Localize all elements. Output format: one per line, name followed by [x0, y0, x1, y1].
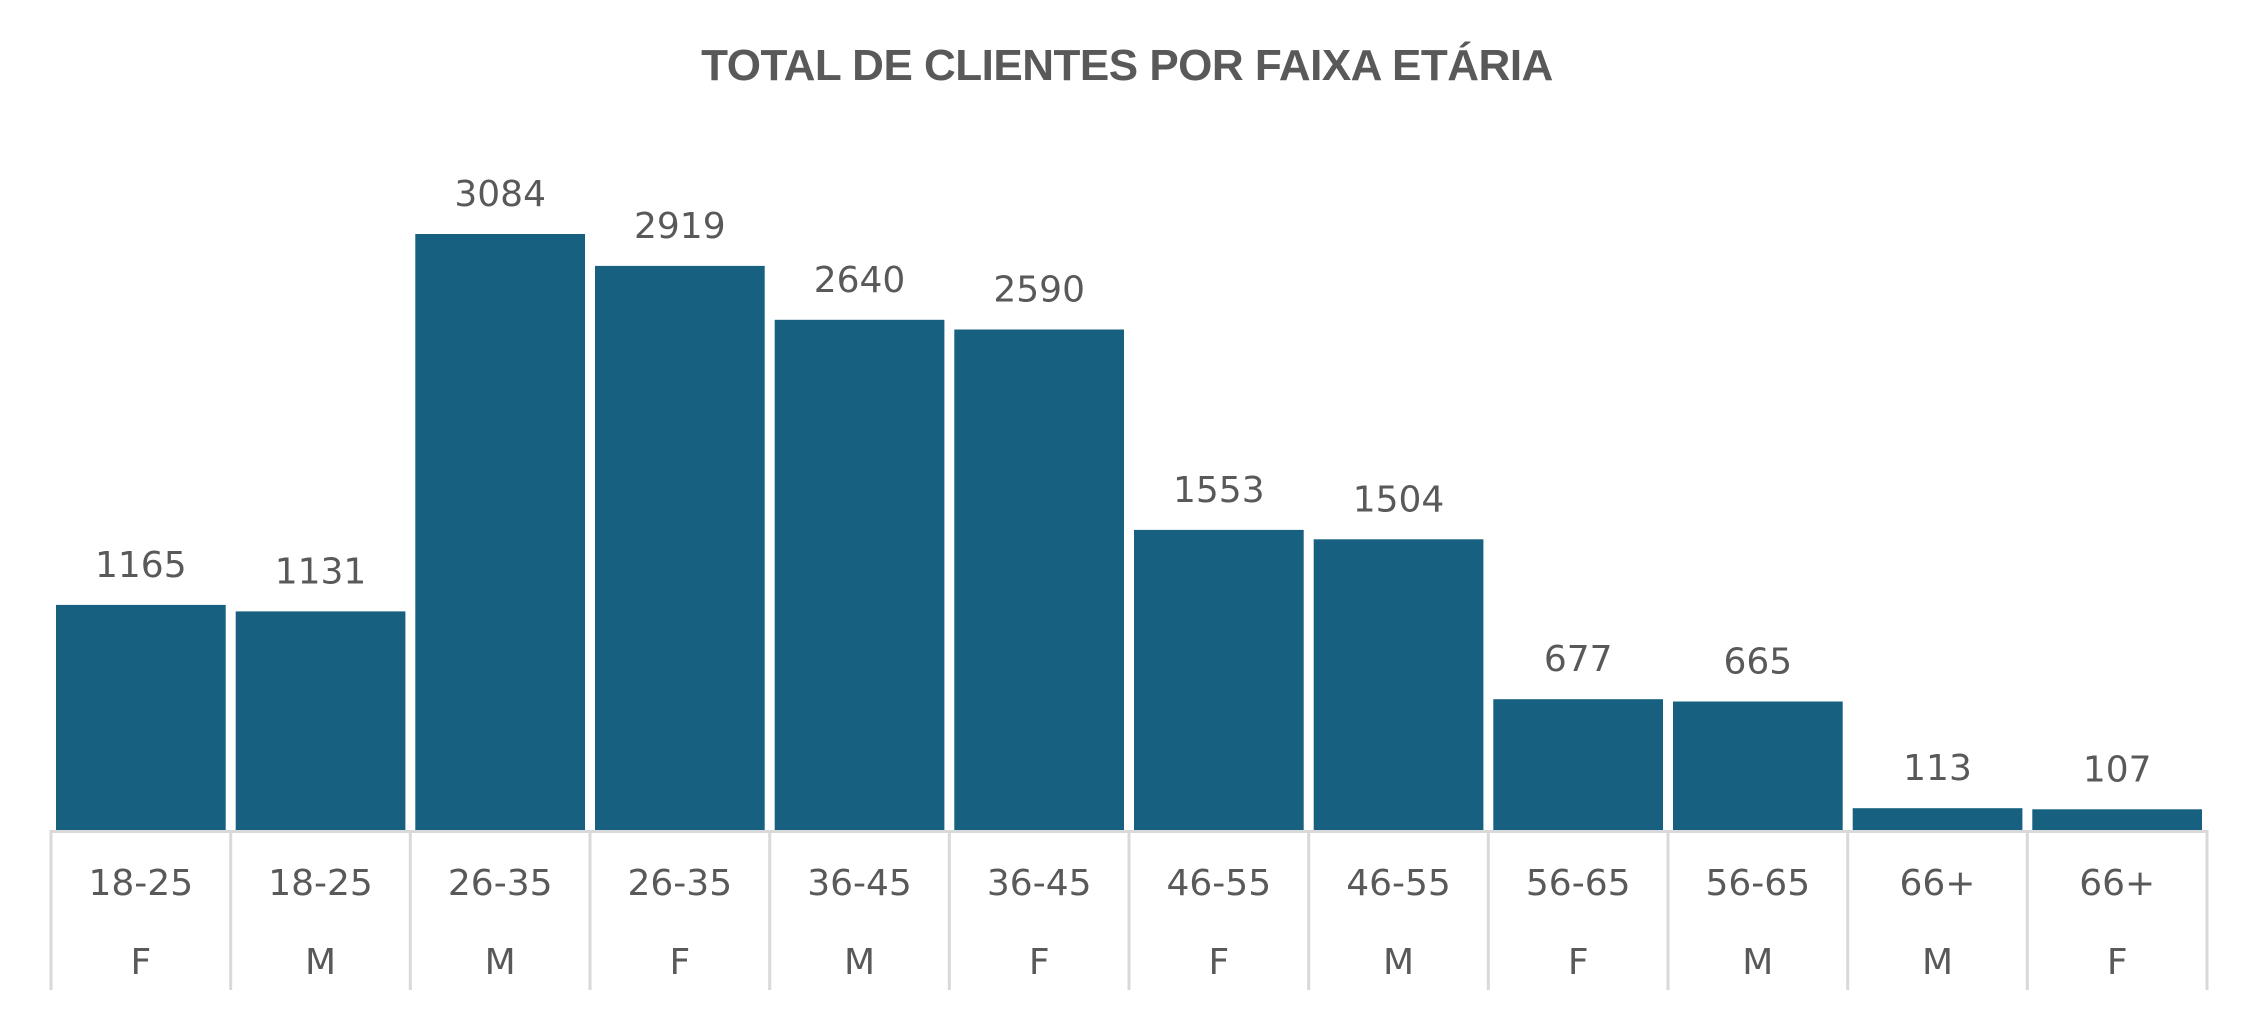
x-tick-label-age: 56-65	[1705, 863, 1810, 904]
bar-46-55-F	[1134, 529, 1304, 830]
bar-56-65-F	[1493, 699, 1663, 830]
x-tick-label-sex: M	[485, 942, 516, 983]
bar-36-45-F	[954, 329, 1124, 830]
x-tick-label-age: 36-45	[987, 863, 1092, 904]
x-tick-label-age: 18-25	[268, 863, 373, 904]
bars-group	[56, 234, 2202, 830]
data-label: 1165	[95, 545, 187, 586]
x-tick-label-sex: F	[130, 942, 151, 983]
x-tick-label-age: 66+	[2079, 863, 2155, 904]
x-tick-label-sex: M	[1742, 942, 1773, 983]
x-tick-label-sex: M	[1922, 942, 1953, 983]
x-tick-label-age: 36-45	[807, 863, 912, 904]
data-label: 2640	[814, 260, 906, 301]
data-label: 2919	[634, 206, 726, 247]
x-tick-label-sex: M	[844, 942, 875, 983]
bar-56-65-M	[1673, 701, 1843, 830]
x-tick-label-age: 26-35	[627, 863, 732, 904]
bar-66+-M	[1852, 808, 2023, 830]
x-tick-label-sex: F	[1208, 942, 1229, 983]
data-label: 2590	[993, 270, 1085, 311]
data-label: 107	[2083, 749, 2152, 790]
data-labels-group: 1165 1131 3084 2919 2640 2590 1553 1504 677 665 11…	[95, 174, 2152, 790]
x-tick-label-sex: F	[669, 942, 690, 983]
bar-36-45-M	[774, 319, 945, 830]
data-label: 1504	[1353, 479, 1445, 520]
x-tick-label-age: 66+	[1900, 863, 1976, 904]
bar-26-35-F	[595, 265, 765, 830]
x-tick-label-sex: M	[305, 942, 336, 983]
x-tick-label-sex: F	[1568, 942, 1589, 983]
x-tick-label-age: 46-55	[1346, 863, 1451, 904]
data-label: 1131	[275, 551, 367, 592]
category-axis: 18-25 F 18-25 M 26-35 M 26-35 F 36-45 M 36-45 F 46-5…	[49, 830, 2209, 990]
data-label: 677	[1544, 639, 1613, 680]
bar-18-25-F	[56, 604, 226, 830]
bar-46-55-M	[1313, 539, 1484, 830]
x-tick-label-sex: F	[2107, 942, 2128, 983]
bar-26-35-M	[415, 234, 585, 830]
data-label: 665	[1723, 642, 1792, 683]
data-label: 113	[1903, 748, 1972, 789]
data-label: 1553	[1173, 470, 1265, 511]
x-tick-label-age: 26-35	[448, 863, 553, 904]
x-tick-label-sex: F	[1029, 942, 1050, 983]
data-label: 3084	[454, 174, 546, 215]
x-tick-label-age: 56-65	[1526, 863, 1631, 904]
x-tick-label-sex: M	[1383, 942, 1414, 983]
chart-title: TOTAL DE CLIENTES POR FAIXA ETÁRIA	[701, 41, 1553, 90]
bar-18-25-M	[235, 611, 406, 830]
x-tick-label-age: 18-25	[88, 863, 193, 904]
x-tick-label-age: 46-55	[1166, 863, 1271, 904]
bar-66+-F	[2032, 809, 2202, 830]
